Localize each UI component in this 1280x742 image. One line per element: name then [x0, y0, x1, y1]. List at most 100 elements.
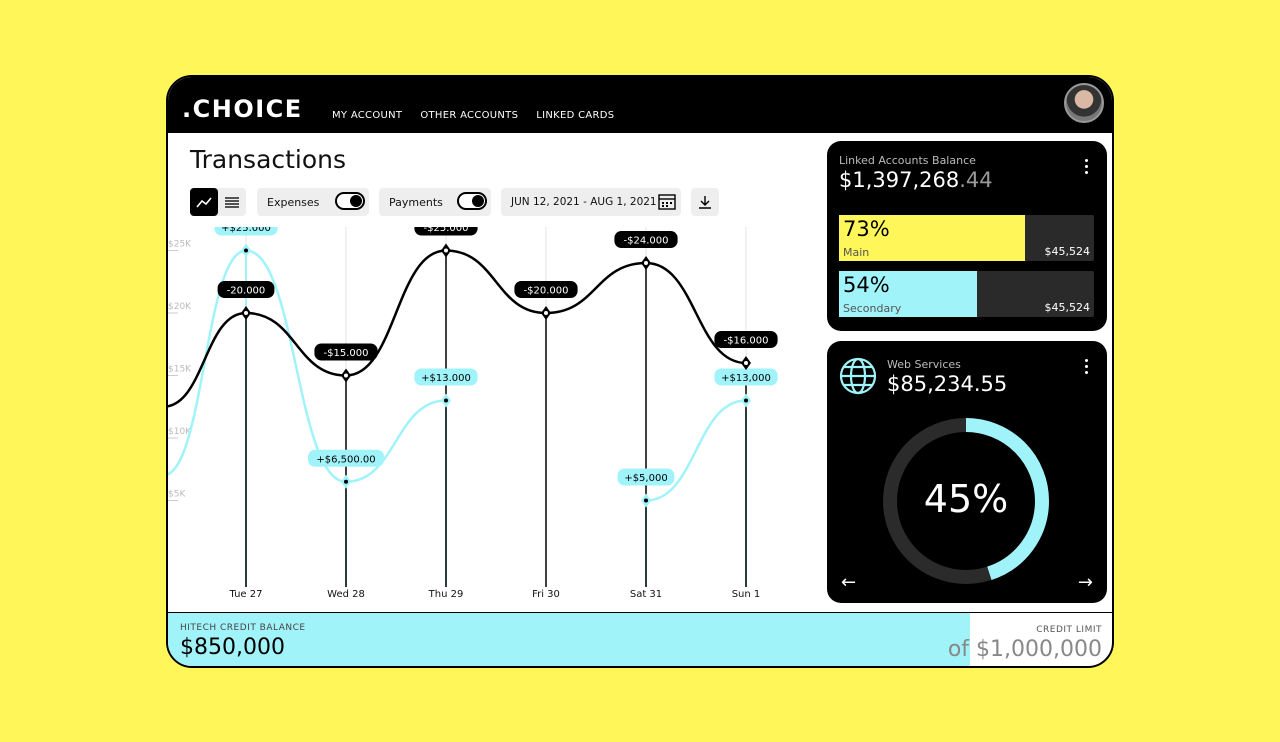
- payment-label: +$5,000: [624, 473, 667, 484]
- list-icon: [225, 197, 239, 208]
- main-nav: MY ACCOUNT OTHER ACCOUNTS LINKED CARDS: [332, 110, 614, 121]
- next-arrow-icon[interactable]: →: [1077, 572, 1093, 593]
- payments-switch[interactable]: [457, 192, 487, 210]
- expense-label: -$24.000: [624, 236, 669, 247]
- x-tick-label: Fri 30: [532, 589, 560, 600]
- account-secondary-name: Secondary: [843, 302, 902, 315]
- brand-logo[interactable]: .CHOICE: [182, 95, 303, 123]
- expense-point-center: [444, 248, 448, 253]
- expense-label-bg: [714, 331, 778, 348]
- expense-label: -$20.000: [524, 286, 569, 297]
- payment-point-center: [344, 479, 348, 484]
- expenses-toggle[interactable]: Expenses: [257, 188, 369, 216]
- date-range-picker[interactable]: JUN 12, 2021 - AUG 1, 2021: [501, 188, 681, 216]
- account-main-percent: 73%: [843, 217, 890, 241]
- expense-label-bg: [614, 231, 678, 248]
- expense-point-center: [344, 373, 348, 378]
- y-tick-label: $20K: [168, 302, 192, 312]
- credit-limit: of $1,000,000: [947, 637, 1102, 662]
- y-tick-label: $5K: [168, 490, 186, 500]
- app-window: .CHOICE MY ACCOUNT OTHER ACCOUNTS LINKED…: [166, 75, 1114, 668]
- web-services-card: Web Services $85,234.55 45% ← →: [827, 341, 1107, 603]
- linked-balance-amount: $1,397,268.44: [839, 168, 993, 192]
- credit-balance: $850,000: [180, 635, 285, 660]
- expenses-switch[interactable]: [335, 192, 365, 210]
- payment-point-center: [644, 498, 648, 503]
- expense-label: -$15.000: [324, 348, 369, 359]
- nav-my-account[interactable]: MY ACCOUNT: [332, 110, 403, 121]
- view-toggle: [190, 188, 246, 216]
- y-tick-label: $10K: [168, 427, 192, 437]
- calendar-icon[interactable]: [657, 192, 677, 212]
- expense-label-bg: [314, 343, 378, 361]
- more-icon[interactable]: [1085, 359, 1089, 377]
- line-view-button[interactable]: [190, 188, 218, 216]
- x-tick-label: Sun 1: [732, 589, 761, 600]
- expense-label-bg: [514, 281, 578, 298]
- donut-progress: [883, 418, 1049, 584]
- payments-toggle[interactable]: Payments: [379, 188, 491, 216]
- payment-point-center: [444, 398, 448, 403]
- prev-arrow-icon[interactable]: ←: [841, 572, 857, 593]
- account-secondary-amount: $45,524: [1044, 301, 1091, 314]
- payment-label-bg: [414, 368, 478, 386]
- credit-balance-bar: HITECH CREDIT BALANCE $850,000 CREDIT LI…: [168, 612, 1112, 666]
- payment-label: +$6,500.00: [316, 454, 375, 465]
- expense-label: -$16.000: [724, 336, 769, 347]
- account-secondary-fill: [839, 271, 977, 317]
- expense-label: -$25.000: [424, 227, 469, 234]
- download-icon: [699, 196, 711, 209]
- x-tick-label: Wed 28: [327, 589, 365, 600]
- download-button[interactable]: [691, 188, 719, 216]
- web-services-amount: $85,234.55: [887, 372, 1008, 396]
- payment-label-bg: [214, 227, 278, 236]
- globe-icon: [839, 357, 877, 395]
- expense-label-bg: [414, 227, 478, 236]
- page-title: Transactions: [190, 145, 347, 174]
- linked-balance-card: Linked Accounts Balance $1,397,268.44 73…: [827, 141, 1107, 331]
- x-tick-label: Tue 27: [229, 589, 263, 600]
- payment-point-center: [744, 398, 748, 403]
- linked-balance-title: Linked Accounts Balance: [839, 154, 976, 167]
- payments-label: Payments: [389, 195, 443, 209]
- payment-point-center: [244, 248, 248, 253]
- payment-label: +$13,000: [721, 373, 771, 384]
- date-range-text: JUN 12, 2021 - AUG 1, 2021: [511, 196, 657, 208]
- transactions-chart: $25K $20K $15K $10K $5K Tue 27 Wed 28 Thu 29 Fri…: [168, 227, 778, 600]
- payment-label-bg: [714, 368, 778, 386]
- expense-point-center: [644, 261, 648, 265]
- account-main-name: Main: [843, 246, 870, 259]
- more-icon[interactable]: [1085, 159, 1089, 177]
- expenses-label: Expenses: [267, 195, 320, 209]
- expense-label: -20.000: [227, 286, 266, 297]
- account-main-amount: $45,524: [1044, 245, 1091, 258]
- payments-line: [168, 249, 447, 484]
- credit-fill: [168, 613, 971, 666]
- web-services-title: Web Services: [887, 358, 961, 371]
- credit-limit-label: CREDIT LIMIT: [1036, 625, 1102, 635]
- x-tick-label: Sat 31: [630, 589, 662, 600]
- payment-label: +$25.000: [221, 227, 271, 234]
- nav-linked-cards[interactable]: LINKED CARDS: [536, 110, 615, 121]
- expense-point-center: [744, 361, 748, 365]
- list-view-button[interactable]: [218, 188, 246, 216]
- y-tick-label: $15K: [168, 365, 192, 375]
- expense-label-bg: [217, 281, 275, 298]
- x-tick-label: Thu 29: [428, 589, 464, 600]
- expense-point-center: [244, 311, 248, 315]
- credit-label: HITECH CREDIT BALANCE: [180, 623, 306, 633]
- y-tick-label: $25K: [168, 240, 192, 250]
- avatar[interactable]: [1064, 83, 1104, 123]
- account-secondary[interactable]: 54% Secondary $45,524: [839, 271, 1094, 317]
- payment-label-bg: [617, 468, 675, 486]
- nav-other-accounts[interactable]: OTHER ACCOUNTS: [420, 110, 519, 121]
- account-secondary-percent: 54%: [843, 273, 890, 297]
- account-main[interactable]: 73% Main $45,524: [839, 215, 1094, 261]
- top-bar: .CHOICE MY ACCOUNT OTHER ACCOUNTS LINKED…: [168, 77, 1112, 133]
- web-services-percent: 45%: [923, 477, 1009, 521]
- web-services-donut: [883, 418, 1049, 584]
- payments-line: [645, 399, 747, 502]
- account-main-fill: [839, 215, 1026, 261]
- expense-point-center: [544, 311, 548, 315]
- payment-label-bg: [308, 449, 384, 467]
